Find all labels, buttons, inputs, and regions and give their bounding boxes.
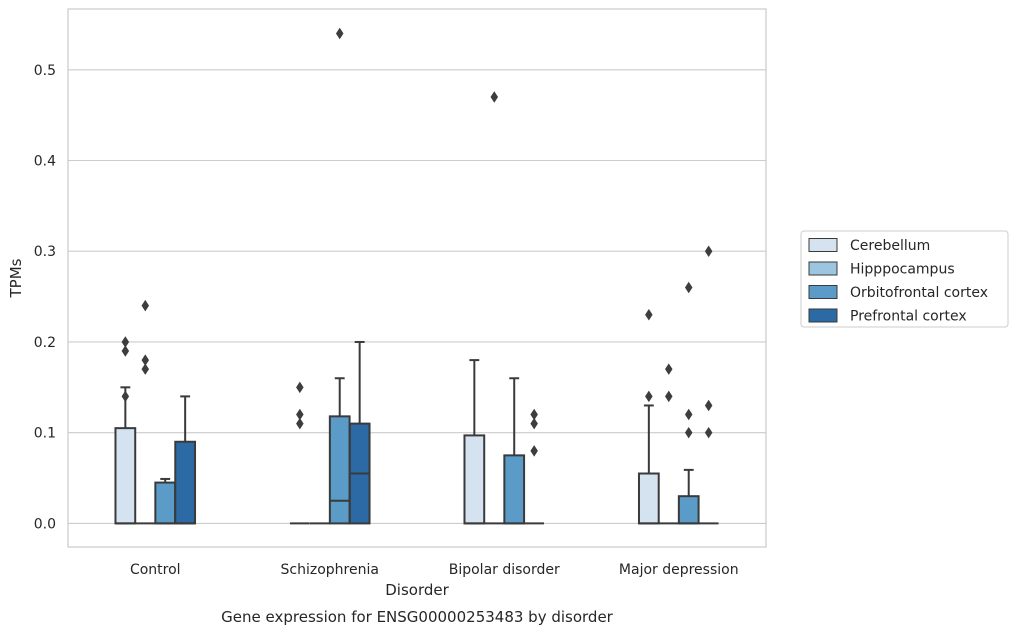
y-axis-title: TPMs xyxy=(7,258,25,298)
legend-label: Prefrontal cortex xyxy=(850,309,967,325)
y-tick-label: 0.2 xyxy=(34,335,56,351)
y-tick-label: 0.0 xyxy=(34,516,56,532)
x-tick-label: Control xyxy=(130,562,181,578)
y-tick-label: 0.1 xyxy=(34,426,56,442)
outlier-point xyxy=(335,27,344,40)
outlier-point xyxy=(141,363,150,375)
box-rect xyxy=(114,427,137,525)
outlier-point xyxy=(141,354,150,366)
outlier-point xyxy=(704,426,713,439)
outlier-point xyxy=(296,417,304,430)
box-rect xyxy=(503,454,526,525)
box-rect xyxy=(463,434,486,525)
legend: Cerebellum Hipppocampus Orbitofrontal cort… xyxy=(800,230,1009,328)
outlier-point xyxy=(684,408,693,421)
outlier-point xyxy=(665,390,673,403)
plot-frame xyxy=(67,8,767,548)
grid-lines xyxy=(68,69,766,524)
x-tick-label: Bipolar disorder xyxy=(449,562,560,578)
box-rect xyxy=(328,415,351,525)
legend-swatch xyxy=(808,238,838,252)
legend-swatch xyxy=(808,285,838,299)
outlier-point xyxy=(530,417,538,430)
y-axis: 0.0 0.1 0.2 0.3 0.4 0.5 xyxy=(34,63,56,533)
outlier-point xyxy=(684,281,693,294)
box-rect xyxy=(174,440,197,525)
outlier-point xyxy=(121,390,130,403)
x-tick-label: Major depression xyxy=(619,562,739,578)
legend-label: Orbitofrontal cortex xyxy=(850,285,988,301)
outlier-point xyxy=(141,299,150,312)
box-rect xyxy=(677,495,700,525)
outlier-point xyxy=(684,426,693,439)
legend-swatch xyxy=(808,261,838,276)
outlier-point xyxy=(665,363,673,375)
outlier-point xyxy=(704,245,713,257)
x-axis: Control Schizophrenia Bipolar disorder Majo… xyxy=(130,562,739,578)
outlier-point xyxy=(530,408,538,421)
x-axis-title: Disorder xyxy=(385,581,449,599)
legend-swatch xyxy=(808,308,838,323)
outlier-point xyxy=(530,445,538,457)
outlier-point xyxy=(490,91,499,103)
legend-frame xyxy=(800,230,1009,328)
y-tick-label: 0.3 xyxy=(34,244,56,260)
box-rect xyxy=(637,472,660,525)
box-plot-area xyxy=(114,27,719,525)
outlier-point xyxy=(121,336,130,348)
legend-label: Cerebellum xyxy=(850,238,930,254)
legend-label: Hipppocampus xyxy=(850,262,955,278)
outlier-point xyxy=(296,381,304,394)
outlier-point xyxy=(121,345,130,357)
outlier-point xyxy=(645,390,653,403)
chart-caption: Gene expression for ENSG00000253483 by d… xyxy=(221,608,614,626)
x-tick-label: Schizophrenia xyxy=(281,562,379,578)
box-rect xyxy=(154,481,177,525)
y-tick-label: 0.5 xyxy=(34,63,56,79)
outlier-point xyxy=(645,308,653,321)
y-tick-label: 0.4 xyxy=(34,154,56,170)
outlier-point xyxy=(704,399,713,412)
outlier-point xyxy=(296,408,304,421)
